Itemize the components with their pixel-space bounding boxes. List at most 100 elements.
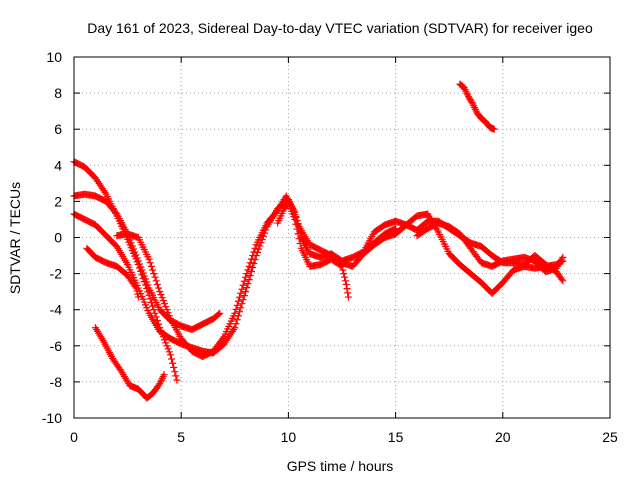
data-point: [157, 291, 165, 299]
data-point: [134, 257, 142, 265]
x-axis-label: GPS time / hours: [287, 458, 394, 474]
series-arc-5: [91, 324, 168, 402]
y-tick-label: -8: [50, 374, 63, 390]
y-tick-label: 8: [54, 85, 62, 101]
x-tick-label: 15: [388, 429, 404, 445]
data-point: [128, 242, 136, 250]
data-point: [158, 294, 166, 302]
data-point: [249, 264, 257, 272]
data-point: [558, 275, 566, 283]
x-tick-labels: 0 5 10 15 20 25: [70, 429, 618, 445]
x-tick-label: 20: [495, 429, 511, 445]
data-point: [243, 270, 251, 278]
data-point: [255, 245, 263, 253]
data-point: [240, 292, 248, 300]
data-point: [294, 230, 302, 238]
data-point: [163, 342, 171, 350]
data-point: [162, 303, 170, 311]
data-point: [165, 348, 173, 356]
data-point: [249, 252, 257, 260]
data-point: [219, 334, 227, 342]
data-point: [344, 293, 352, 301]
y-tick-label: -4: [50, 302, 63, 318]
data-point: [239, 296, 247, 304]
y-tick-labels: -10 -8 -6 -4 -2 0 2 4 6 8 10: [42, 49, 62, 426]
grid: [74, 57, 610, 418]
data-point: [136, 260, 144, 268]
data-point: [232, 305, 240, 313]
data-point: [238, 285, 246, 293]
y-axis-label: SDTVAR / TECUs: [7, 182, 23, 294]
data-point: [169, 359, 177, 367]
data-point: [149, 266, 157, 274]
data-point: [236, 308, 244, 316]
y-tick-label: 4: [54, 157, 62, 173]
x-tick-label: 0: [70, 429, 78, 445]
data-point: [215, 310, 223, 318]
data-point: [344, 289, 352, 297]
data-point: [234, 297, 242, 305]
ticks: [73, 56, 611, 419]
data-point: [337, 262, 345, 270]
data-point: [164, 309, 172, 317]
data-point: [341, 273, 349, 281]
data-point: [231, 324, 239, 332]
data-point: [132, 251, 140, 259]
data-point: [112, 209, 120, 217]
data-point: [153, 280, 161, 288]
data-point: [160, 371, 168, 379]
data-point: [138, 266, 146, 274]
data-point: [132, 284, 140, 292]
data-point: [343, 285, 351, 293]
series-arc-9: [456, 80, 498, 133]
data-point: [490, 125, 498, 133]
data-point: [237, 289, 245, 297]
data-point: [131, 282, 139, 290]
data-point: [156, 288, 164, 296]
data-point: [559, 253, 567, 261]
data-point: [172, 372, 180, 380]
data-point: [342, 280, 350, 288]
y-tick-label: -10: [42, 410, 62, 426]
data-point: [152, 277, 160, 285]
data-point: [243, 284, 251, 292]
x-tick-label: 25: [602, 429, 618, 445]
data-point: [139, 269, 147, 277]
data-point: [339, 266, 347, 274]
data-point: [170, 363, 178, 371]
data-point: [231, 309, 239, 317]
data-point: [216, 309, 224, 317]
x-tick-label: 10: [281, 429, 297, 445]
y-tick-label: -2: [50, 266, 63, 282]
data-point: [146, 295, 154, 303]
data-point: [246, 272, 254, 280]
data-point: [134, 293, 142, 301]
data-point: [163, 306, 171, 314]
data-point: [141, 275, 149, 283]
data-point: [150, 270, 158, 278]
y-tick-label: 2: [54, 193, 62, 209]
series-arc-10: [413, 219, 567, 276]
y-tick-label: -6: [50, 338, 63, 354]
data-point: [165, 312, 173, 320]
data-point: [143, 278, 151, 286]
data-point: [251, 244, 259, 252]
data-point: [137, 263, 145, 271]
data-point: [468, 98, 476, 106]
data-point: [341, 277, 349, 285]
data-point: [233, 301, 241, 309]
data-point: [155, 284, 163, 292]
data-point: [134, 290, 142, 298]
data-point: [256, 242, 264, 250]
x-tick-label: 5: [177, 429, 185, 445]
data-point: [159, 297, 167, 305]
data-point: [245, 276, 253, 284]
data-point: [166, 351, 174, 359]
data-point: [338, 262, 346, 270]
series-arc-7: [274, 199, 352, 301]
data-point: [247, 268, 255, 276]
data-point: [168, 355, 176, 363]
data-point: [245, 262, 253, 270]
data-point: [246, 259, 254, 267]
